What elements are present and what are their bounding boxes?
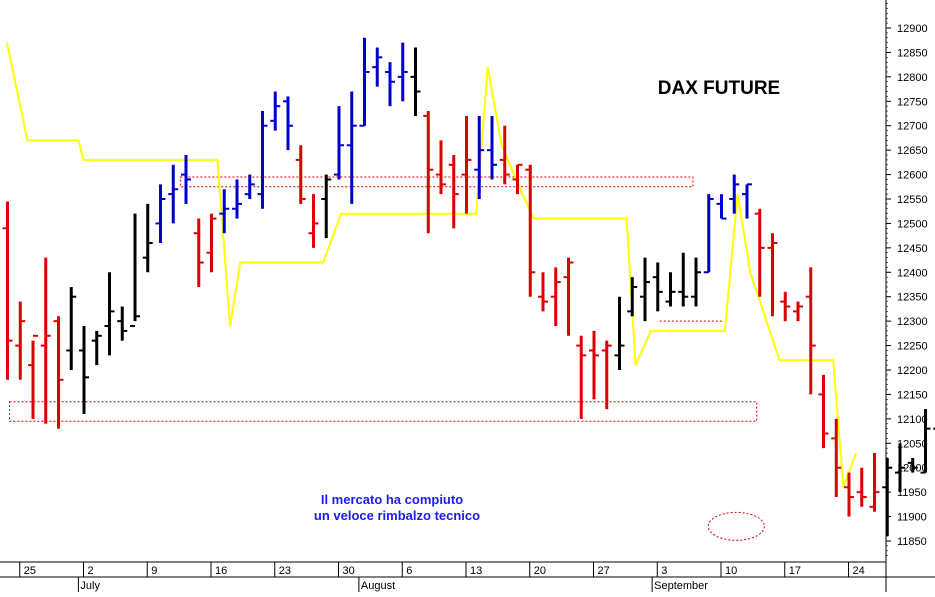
y-tick-label: 12350 bbox=[897, 292, 928, 304]
annotation-line-2: un veloce rimbalzo tecnico bbox=[314, 508, 480, 523]
y-tick-label: 11850 bbox=[897, 536, 927, 548]
x-tick-label: 3 bbox=[661, 565, 667, 577]
y-tick-label: 12700 bbox=[897, 121, 928, 133]
y-tick-label: 12300 bbox=[897, 316, 928, 328]
y-tick-label: 12800 bbox=[897, 72, 928, 84]
y-tick-label: 12550 bbox=[897, 194, 928, 206]
x-tick-label: 9 bbox=[151, 565, 157, 577]
y-tick-label: 12100 bbox=[897, 414, 928, 426]
x-tick-label: 30 bbox=[343, 565, 355, 577]
y-tick-label: 12850 bbox=[897, 47, 928, 59]
y-tick-label: 12650 bbox=[897, 145, 928, 157]
x-tick-label: 23 bbox=[279, 565, 291, 577]
y-tick-label: 12150 bbox=[897, 389, 928, 401]
x-tick-label: 24 bbox=[853, 565, 865, 577]
y-tick-label: 12000 bbox=[897, 463, 928, 475]
x-tick-label: 13 bbox=[470, 565, 482, 577]
x-tick-label: 20 bbox=[534, 565, 546, 577]
y-tick-label: 12900 bbox=[897, 23, 928, 35]
y-tick-label: 12450 bbox=[897, 243, 928, 255]
month-label: July bbox=[80, 580, 100, 592]
x-tick-label: 16 bbox=[215, 565, 227, 577]
chart-title: DAX FUTURE bbox=[658, 78, 780, 99]
y-tick-label: 12600 bbox=[897, 170, 928, 182]
x-tick-label: 6 bbox=[406, 565, 412, 577]
y-tick-label: 11950 bbox=[897, 487, 927, 499]
month-label: August bbox=[361, 580, 395, 592]
y-tick-label: 12750 bbox=[897, 96, 928, 108]
y-tick-label: 12200 bbox=[897, 365, 928, 377]
x-tick-label: 27 bbox=[598, 565, 610, 577]
y-tick-label: 12050 bbox=[897, 438, 928, 450]
y-tick-label: 12250 bbox=[897, 341, 928, 353]
annotation-line-1: Il mercato ha compiuto bbox=[321, 492, 463, 507]
month-label: September bbox=[654, 580, 708, 592]
y-tick-label: 12500 bbox=[897, 218, 928, 230]
y-tick-label: 12400 bbox=[897, 267, 928, 279]
x-tick-label: 2 bbox=[88, 565, 94, 577]
x-tick-label: 25 bbox=[24, 565, 36, 577]
x-tick-label: 10 bbox=[725, 565, 737, 577]
x-tick-label: 17 bbox=[789, 565, 801, 577]
y-tick-label: 11900 bbox=[897, 512, 927, 524]
